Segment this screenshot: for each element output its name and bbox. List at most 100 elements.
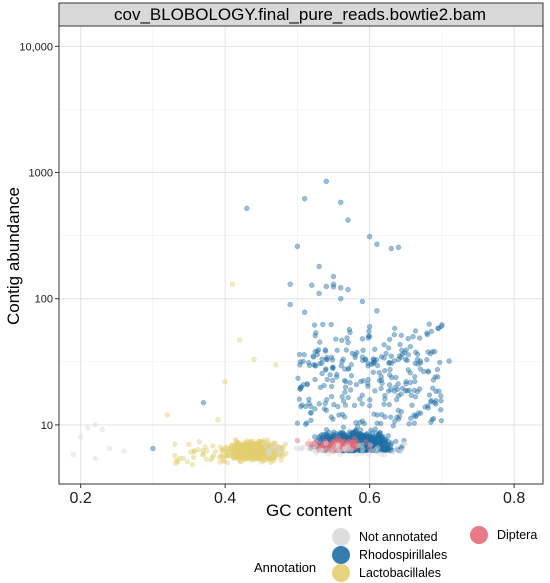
point-diptera [323, 446, 329, 452]
point-rhodospirillales [342, 366, 348, 372]
point-not-annotated [379, 452, 385, 458]
point-rhodospirillales [308, 410, 314, 416]
point-rhodospirillales [407, 370, 413, 376]
point-rhodospirillales [296, 396, 303, 402]
point-lactobacillales [241, 442, 247, 448]
point-rhodospirillales [297, 362, 303, 368]
point-lactobacillales [254, 442, 260, 448]
point-rhodospirillales [342, 402, 349, 408]
point-not-annotated [106, 445, 113, 452]
point-lactobacillales [229, 281, 236, 287]
point-rhodospirillales [415, 410, 422, 416]
point-rhodospirillales [387, 336, 393, 343]
point-rhodospirillales [304, 381, 310, 388]
point-lactobacillales [222, 379, 228, 385]
point-rhodospirillales [397, 342, 403, 348]
point-rhodospirillales [338, 285, 344, 291]
point-lactobacillales [219, 447, 225, 454]
legend-label-diptera: Diptera [497, 528, 538, 542]
point-rhodospirillales [312, 406, 318, 412]
point-rhodospirillales [386, 402, 392, 408]
point-rhodospirillales [330, 377, 336, 384]
point-rhodospirillales [437, 359, 443, 366]
point-rhodospirillales [353, 382, 360, 388]
point-diptera [363, 439, 369, 445]
point-rhodospirillales [317, 339, 323, 345]
point-rhodospirillales [378, 377, 385, 383]
point-rhodospirillales [338, 199, 344, 206]
point-diptera [330, 443, 337, 449]
point-lactobacillales [251, 447, 258, 454]
point-rhodospirillales [329, 394, 335, 400]
point-rhodospirillales [327, 372, 333, 378]
point-not-annotated [354, 451, 360, 457]
point-rhodospirillales [366, 324, 373, 330]
point-rhodospirillales [287, 301, 293, 308]
point-lactobacillales [174, 457, 180, 464]
point-rhodospirillales [372, 388, 378, 394]
point-lactobacillales [278, 457, 284, 463]
point-rhodospirillales [297, 386, 303, 392]
point-rhodospirillales [323, 434, 329, 440]
point-rhodospirillales [357, 433, 363, 439]
point-lactobacillales [173, 460, 179, 467]
point-rhodospirillales [381, 355, 387, 361]
point-not-annotated [317, 447, 323, 453]
legend-item-lactobacillales: Lactobacillales [332, 564, 441, 582]
point-rhodospirillales [387, 366, 393, 373]
point-lactobacillales [222, 446, 228, 452]
point-rhodospirillales [412, 328, 419, 334]
point-rhodospirillales [311, 362, 317, 368]
point-rhodospirillales [359, 401, 365, 407]
point-rhodospirillales [431, 349, 438, 355]
point-not-annotated [313, 450, 319, 456]
point-rhodospirillales [324, 376, 330, 383]
point-lactobacillales [235, 443, 242, 449]
point-rhodospirillales [322, 400, 328, 406]
point-rhodospirillales [431, 400, 437, 406]
point-lactobacillales [215, 417, 221, 423]
point-rhodospirillales [339, 359, 345, 365]
point-not-annotated [375, 445, 381, 451]
point-lactobacillales [208, 457, 214, 463]
point-rhodospirillales [438, 398, 444, 404]
point-lactobacillales [232, 448, 238, 454]
point-rhodospirillales [317, 361, 323, 367]
point-rhodospirillales [342, 384, 349, 390]
point-not-annotated [348, 447, 354, 453]
point-rhodospirillales [387, 382, 393, 388]
point-rhodospirillales [426, 321, 432, 327]
point-rhodospirillales [334, 347, 340, 353]
point-not-annotated [121, 448, 127, 454]
point-rhodospirillales [433, 388, 439, 394]
point-rhodospirillales [323, 367, 329, 373]
point-lactobacillales [251, 443, 257, 449]
point-rhodospirillales [428, 328, 435, 335]
point-lactobacillales [186, 441, 192, 448]
point-rhodospirillales [374, 241, 380, 248]
point-rhodospirillales [333, 336, 339, 342]
point-lactobacillales [200, 447, 206, 454]
point-rhodospirillales [386, 345, 392, 351]
point-rhodospirillales [365, 383, 371, 389]
point-rhodospirillales [339, 394, 345, 400]
point-rhodospirillales [312, 434, 318, 440]
point-rhodospirillales [360, 378, 366, 384]
legend-label-rhodospirillales: Rhodospirillales [359, 548, 448, 562]
point-diptera [366, 445, 373, 451]
point-lactobacillales [190, 455, 197, 461]
point-rhodospirillales [408, 415, 414, 421]
point-lactobacillales [190, 462, 196, 468]
point-rhodospirillales [294, 420, 301, 426]
point-rhodospirillales [391, 332, 397, 338]
point-rhodospirillales [395, 356, 402, 363]
point-rhodospirillales [313, 330, 319, 336]
point-rhodospirillales [403, 356, 409, 363]
point-rhodospirillales [338, 296, 344, 302]
point-lactobacillales [224, 452, 230, 459]
point-rhodospirillales [406, 387, 412, 394]
point-rhodospirillales [334, 371, 340, 377]
point-lactobacillales [210, 443, 216, 449]
point-rhodospirillales [330, 284, 337, 290]
y-tick-label: 100 [35, 294, 53, 306]
